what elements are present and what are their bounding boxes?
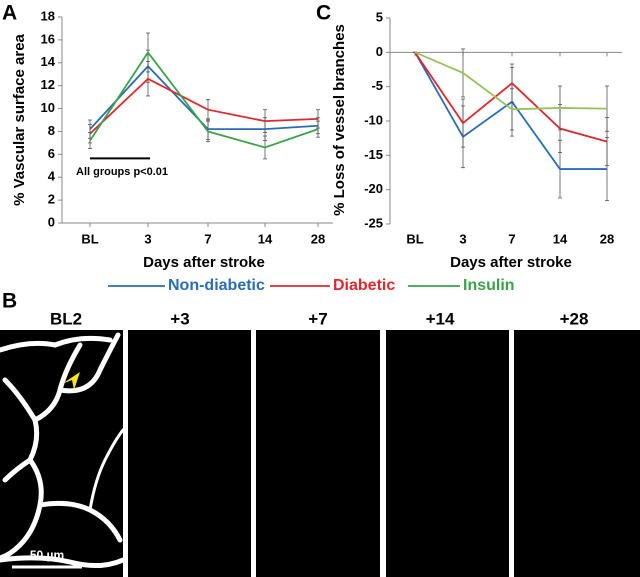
- image: [514, 330, 640, 577]
- panel-label: A: [2, 2, 17, 25]
- legend-label: Diabetic: [333, 277, 395, 294]
- y-axis-label: % Vascular surface area: [11, 33, 28, 205]
- y-tick-label: 5: [376, 9, 383, 24]
- x-tick-label: 14: [553, 231, 568, 246]
- series-line: [414, 51, 607, 170]
- series-line: [414, 51, 608, 111]
- x-tick-label: 3: [144, 231, 151, 246]
- x-axis-label: Days after stroke: [143, 254, 265, 271]
- image-label: +7: [308, 309, 327, 328]
- y-tick-label: -25: [364, 215, 383, 230]
- image: [256, 330, 380, 577]
- x-tick-label: 7: [508, 231, 515, 246]
- x-tick-label: BL: [406, 231, 423, 246]
- y-tick-label: 16: [41, 31, 55, 46]
- panel-label: C: [316, 2, 331, 25]
- scale-bar-label: 50 µm: [30, 548, 64, 562]
- x-tick-label: 14: [258, 231, 273, 246]
- x-axis-label: Days after stroke: [450, 254, 572, 271]
- legend-label: Non-diabetic: [168, 277, 265, 294]
- series-line: [89, 77, 319, 135]
- x-tick-label: 28: [311, 231, 325, 246]
- image: [386, 330, 509, 577]
- y-tick-label: 6: [48, 146, 55, 161]
- legend-label: Insulin: [463, 277, 515, 294]
- y-tick-label: -20: [364, 181, 383, 196]
- image: [128, 330, 251, 577]
- y-tick-label: 18: [41, 8, 55, 23]
- y-tick-label: -15: [364, 147, 383, 162]
- y-tick-label: 0: [376, 44, 383, 59]
- x-tick-label: 3: [459, 231, 466, 246]
- series-line: [414, 51, 608, 143]
- x-tick-label: 7: [204, 231, 211, 246]
- micrographs: 50 µm BL2 +3 +7 +14 +28: [0, 309, 640, 577]
- y-tick-label: -10: [364, 112, 383, 127]
- y-tick-label: -5: [371, 78, 383, 93]
- y-axis-label: % Loss of vessel branches: [331, 24, 348, 216]
- image-label: BL2: [50, 309, 82, 328]
- y-tick-label: 8: [48, 123, 55, 138]
- y-tick-label: 10: [41, 100, 55, 115]
- y-tick-label: 4: [48, 169, 56, 184]
- image-label: +28: [560, 309, 589, 328]
- image-label: +14: [426, 309, 455, 328]
- x-tick-label: 28: [600, 231, 614, 246]
- panel-label: B: [2, 290, 17, 313]
- x-tick-label: BL: [81, 231, 98, 246]
- image-label: +3: [170, 309, 189, 328]
- y-tick-label: 14: [41, 54, 56, 69]
- y-tick-label: 2: [48, 192, 55, 207]
- arrow: [62, 372, 80, 390]
- y-tick-label: 12: [41, 77, 55, 92]
- series-line: [89, 50, 319, 149]
- y-tick-label: 0: [48, 214, 55, 229]
- annotation: All groups p<0.01: [76, 166, 168, 178]
- image: [0, 330, 123, 577]
